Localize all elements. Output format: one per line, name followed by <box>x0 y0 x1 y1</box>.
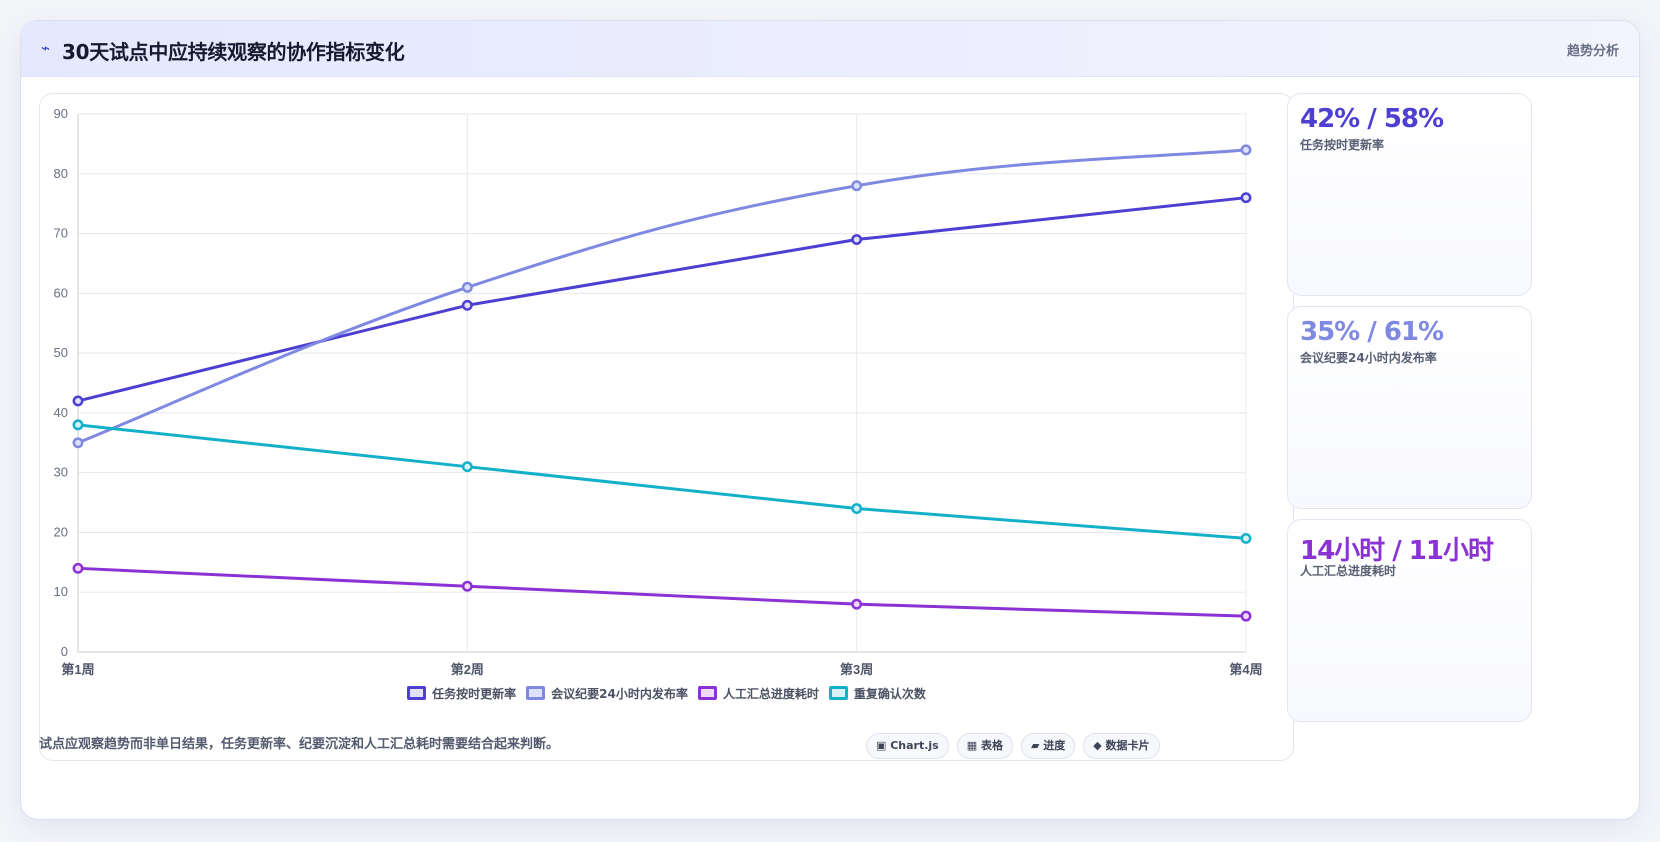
data-point <box>461 580 473 592</box>
data-point <box>851 234 863 245</box>
chart-legend: 任务按时更新率 会议纪要24小时内发布率 人工汇总进度耗时 重复确认次数 <box>40 682 1293 704</box>
stat-card-manual-summary: 14小时 / 11小时 人工汇总进度耗时 <box>1287 519 1532 722</box>
stat-card-task-update: 42% / 58% 任务按时更新率 <box>1287 93 1532 296</box>
pill-progress[interactable]: ▰ 进度 <box>1020 733 1076 759</box>
series-line <box>77 196 1247 403</box>
data-point <box>851 503 863 514</box>
pill-table[interactable]: ▦ 表格 <box>956 733 1013 759</box>
y-tick-label: 0 <box>61 644 68 659</box>
y-tick-label: 80 <box>54 166 68 181</box>
legend-item[interactable]: 重复确认次数 <box>828 682 926 704</box>
chart-panel: 0 10 20 30 40 50 60 70 80 90 第1周 第2周 第3周 第4周 任务按时更新率 会… <box>39 93 1294 761</box>
legend-item[interactable]: 人工汇总进度耗时 <box>697 682 819 704</box>
legend-swatch <box>697 686 717 700</box>
footnote: 试点应观察趋势而非单日结果，任务更新率、纪要沉淀和人工汇总耗时需要结合起来判断。 <box>39 737 560 752</box>
card-header: ⌁ 30天试点中应持续观察的协作指标变化 趋势分析 <box>21 21 1639 77</box>
data-point <box>851 598 863 610</box>
page-title: 30天试点中应持续观察的协作指标变化 <box>62 40 405 64</box>
legend-label: 重复确认次数 <box>853 686 926 701</box>
y-tick-label: 50 <box>54 345 68 360</box>
y-tick-label: 60 <box>54 285 68 300</box>
data-point <box>461 281 473 293</box>
y-tick-label: 30 <box>54 465 68 480</box>
x-tick-label: 第1周 <box>61 662 94 677</box>
data-point <box>72 395 84 407</box>
data-point <box>1240 610 1252 622</box>
series-line <box>77 423 1247 540</box>
data-point <box>461 299 473 311</box>
dashboard-card: ⌁ 30天试点中应持续观察的协作指标变化 趋势分析 0 10 20 30 40 50 60 7… <box>20 20 1640 820</box>
data-point <box>851 180 863 192</box>
stat-value: 42% / 58% <box>1300 104 1444 134</box>
data-point <box>72 437 84 449</box>
data-point <box>1240 144 1252 156</box>
x-tick-label: 第2周 <box>451 662 484 677</box>
legend-label: 人工汇总进度耗时 <box>722 686 819 701</box>
legend-label: 任务按时更新率 <box>432 686 517 701</box>
y-tick-label: 90 <box>54 106 68 121</box>
stat-value: 35% / 61% <box>1300 317 1444 347</box>
header-tag: 趋势分析 <box>1566 44 1619 59</box>
stat-label: 会议纪要24小时内发布率 <box>1300 351 1437 365</box>
legend-swatch <box>407 686 427 700</box>
legend-swatch <box>526 686 546 700</box>
stat-label: 任务按时更新率 <box>1300 138 1385 152</box>
data-point <box>1240 532 1252 544</box>
stat-card-minutes-publish: 35% / 61% 会议纪要24小时内发布率 <box>1287 306 1532 509</box>
tag-pills: ▣ Chart.js ▦ 表格 ▰ 进度 ◆ 数据卡片 <box>866 733 1160 759</box>
data-point <box>461 461 473 473</box>
line-chart: 0 10 20 30 40 50 60 70 80 90 第1周 第2周 第3周 第4周 <box>54 106 1263 677</box>
legend-label: 会议纪要24小时内发布率 <box>551 686 688 701</box>
stat-label: 人工汇总进度耗时 <box>1300 564 1397 578</box>
series-line <box>77 148 1247 445</box>
x-tick-label: 第4周 <box>1229 662 1262 677</box>
data-point <box>72 419 84 431</box>
legend-item[interactable]: 任务按时更新率 <box>407 682 516 704</box>
y-tick-label: 10 <box>54 584 68 599</box>
legend-item[interactable]: 会议纪要24小时内发布率 <box>526 682 688 704</box>
pill-data-card[interactable]: ◆ 数据卡片 <box>1083 733 1160 759</box>
y-tick-label: 40 <box>54 405 68 420</box>
data-point <box>1240 192 1252 204</box>
data-point <box>72 562 84 574</box>
x-tick-label: 第3周 <box>840 662 873 677</box>
stat-value: 14小时 / 11小时 <box>1300 536 1494 566</box>
pill-chartjs[interactable]: ▣ Chart.js <box>866 733 949 759</box>
lightning-icon: ⌁ <box>41 39 51 57</box>
y-tick-label: 70 <box>54 226 68 241</box>
series-line <box>77 566 1247 618</box>
legend-swatch <box>828 686 848 700</box>
y-tick-label: 20 <box>54 524 68 539</box>
